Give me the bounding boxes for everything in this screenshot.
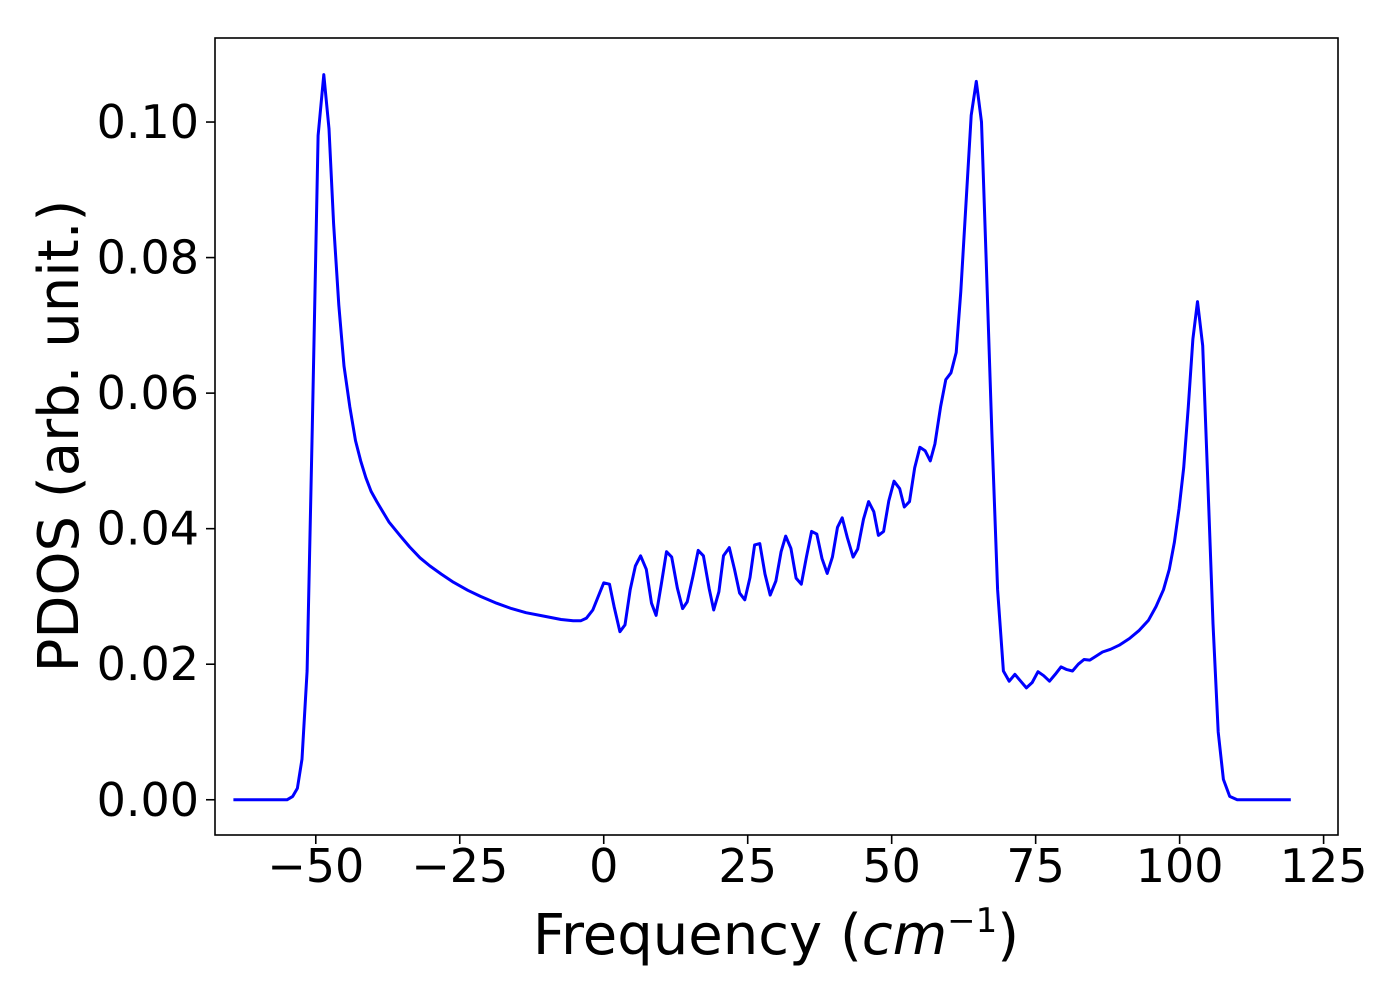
x-tick-label: 25 <box>718 839 777 893</box>
y-tick-label: 0.02 <box>97 637 199 691</box>
x-tick-label: 125 <box>1280 839 1368 893</box>
plot-frame <box>214 37 1339 836</box>
x-tick-label: −25 <box>411 839 508 893</box>
x-tick-label: 100 <box>1136 839 1224 893</box>
y-tick-label: 0.06 <box>97 366 199 420</box>
y-axis-label: PDOS (arb. unit.) <box>27 200 92 673</box>
x-tick-label: 0 <box>589 839 618 893</box>
x-tick-label: 75 <box>1006 839 1065 893</box>
x-axis-label: Frequency (cm−1) <box>533 901 1019 968</box>
y-tick-label: 0.00 <box>97 773 199 827</box>
y-tick-label: 0.04 <box>97 502 199 556</box>
x-axis-ticks: −50 −25 0 25 50 75 100 125 <box>267 835 1368 893</box>
y-tick-label: 0.10 <box>97 95 199 149</box>
y-axis-ticks: 0.00 0.02 0.04 0.06 0.08 0.10 <box>97 95 215 827</box>
pdos-series-line <box>233 73 1291 802</box>
x-tick-label: 50 <box>862 839 921 893</box>
x-tick-label: −50 <box>267 839 364 893</box>
y-tick-label: 0.08 <box>97 231 199 285</box>
